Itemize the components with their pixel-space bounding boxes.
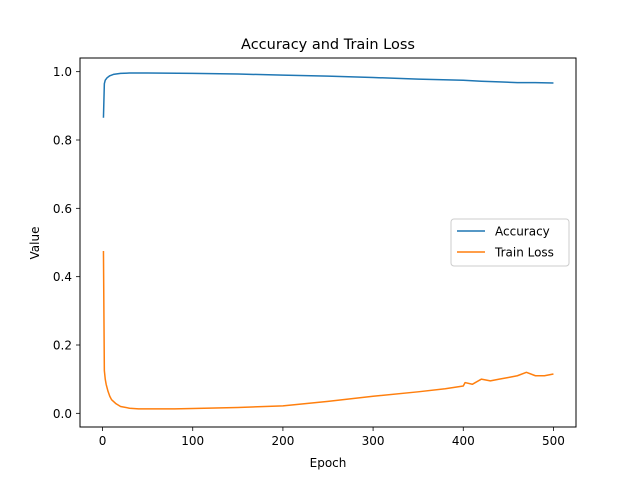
x-tick-label: 500	[542, 434, 565, 448]
chart-title: Accuracy and Train Loss	[241, 37, 415, 53]
x-axis-label: Epoch	[310, 456, 347, 470]
x-tick-label: 200	[271, 434, 294, 448]
x-tick-label: 100	[181, 434, 204, 448]
ticks-layer: 0 100 200 300 400 500 0.0 0.2 0.4 0.6 0.8 1.0	[53, 65, 565, 448]
y-tick-label: 0.0	[53, 407, 72, 421]
y-tick-label: 1.0	[53, 65, 72, 79]
series-layer	[102, 72, 554, 410]
y-tick-label: 0.2	[53, 339, 72, 353]
legend: Accuracy Train Loss	[450, 218, 570, 267]
plot-frame	[79, 57, 577, 428]
y-axis-label: Value	[28, 227, 42, 260]
x-tick-label: 400	[452, 434, 475, 448]
x-tick-label: 300	[362, 434, 385, 448]
series-line-train-loss	[102, 251, 554, 410]
legend-label-accuracy: Accuracy	[495, 225, 550, 239]
y-tick-label: 0.6	[53, 202, 72, 216]
legend-label-train-loss: Train Loss	[494, 246, 554, 260]
x-tick-label: 0	[99, 434, 107, 448]
series-line-accuracy	[102, 72, 554, 118]
y-tick-label: 0.8	[53, 134, 72, 148]
y-tick-label: 0.4	[53, 270, 72, 284]
